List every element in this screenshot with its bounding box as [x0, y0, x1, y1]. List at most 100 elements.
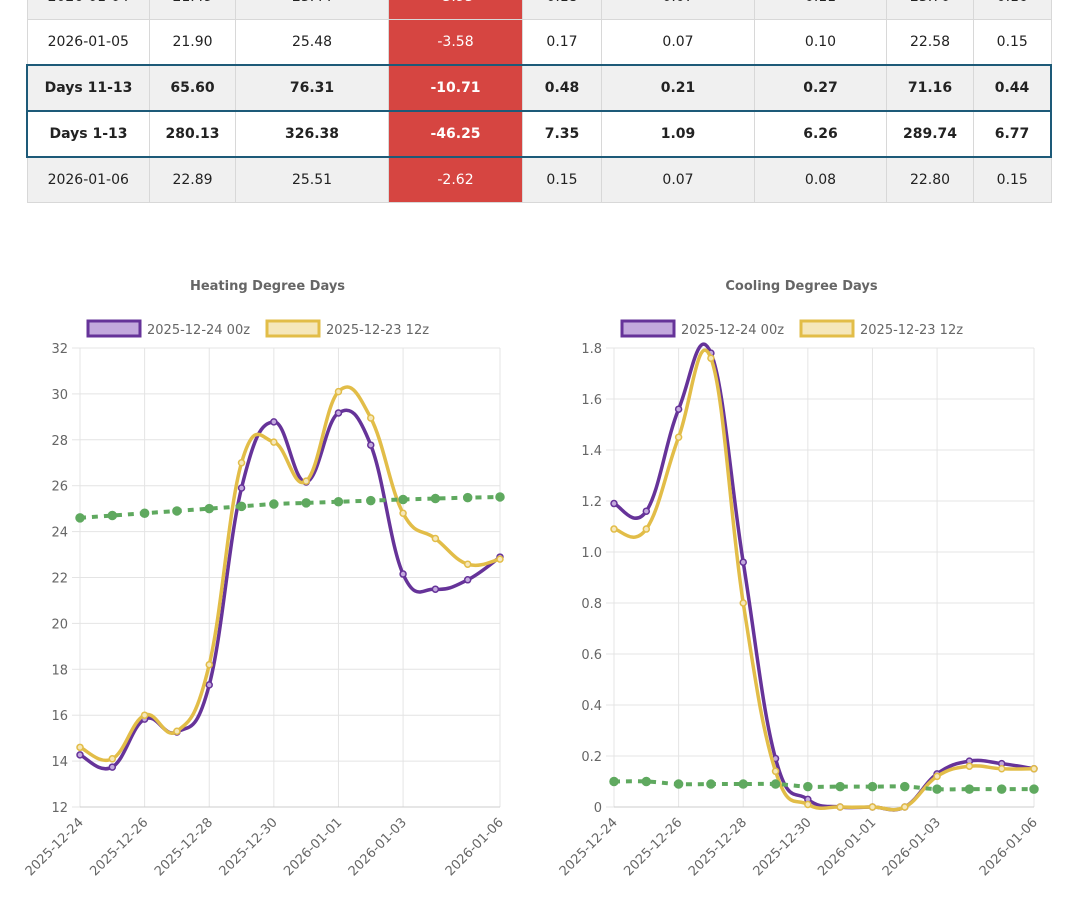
data-point [333, 497, 344, 507]
data-point [463, 560, 472, 568]
data-point [431, 585, 440, 593]
table-cell: 6.26 [754, 110, 887, 158]
table-cell: 65.60 [149, 64, 236, 112]
y-tick-label: 1.4 [581, 444, 602, 459]
data-point [642, 507, 651, 515]
data-point [738, 779, 748, 789]
y-tick-label: 18 [51, 663, 68, 678]
data-point [334, 387, 343, 396]
data-point [867, 781, 878, 792]
x-tick-label: 2026-01-06 [977, 815, 1041, 879]
y-tick-label: 28 [51, 434, 68, 449]
table-cell: 0.07 [601, 0, 755, 20]
data-point [673, 779, 684, 789]
table-cell: 0.44 [973, 64, 1052, 112]
data-point [107, 510, 118, 521]
data-point [610, 525, 618, 533]
x-tick-label: 2025-12-24 [23, 815, 87, 879]
data-point [462, 492, 473, 503]
table-row: 2026-01-05 21.90 25.48 -3.58 0.17 0.07 0.10 22.… [26, 19, 1052, 66]
table-cell: 71.16 [886, 64, 974, 112]
table-cell: 76.31 [235, 64, 389, 112]
data-point [836, 803, 844, 811]
data-point [835, 781, 845, 792]
table-row: 2026-01-06 22.89 25.51 -2.62 0.15 0.07 0.08 22.… [26, 156, 1052, 203]
data-point [237, 459, 246, 467]
table-cell: Days 11-13 [26, 64, 150, 112]
table-cell: 289.74 [886, 110, 974, 158]
data-point [75, 513, 85, 523]
series-line [79, 385, 501, 762]
table-cell: 0.15 [973, 19, 1052, 66]
data-point [431, 534, 440, 543]
data-point [900, 781, 910, 792]
data-point [334, 409, 343, 417]
data-point [996, 784, 1007, 794]
table-cell: -3.95 [388, 0, 523, 20]
data-point [997, 765, 1006, 773]
data-point [933, 772, 941, 781]
data-point [140, 711, 149, 719]
data-point [739, 599, 747, 607]
y-tick-label: 20 [51, 617, 68, 632]
legend-swatch [265, 319, 321, 338]
data-point [770, 779, 781, 789]
table-cell: 1.09 [601, 110, 755, 158]
data-point [1029, 784, 1039, 794]
table-row: Days 1-13 280.13 326.38 -46.25 7.35 1.09 6.26 2… [26, 110, 1052, 158]
data-point [674, 433, 683, 441]
y-tick-label: 24 [51, 526, 68, 541]
data-point [237, 484, 246, 492]
table-cell: 25.51 [235, 156, 389, 203]
y-tick-label: 0 [594, 801, 602, 816]
y-tick-label: 0.8 [581, 597, 602, 612]
table-cell: -46.25 [388, 110, 523, 158]
table-cell: Days 1-13 [26, 110, 150, 158]
chart-title: Cooling Degree Days [725, 279, 878, 294]
data-point [610, 499, 618, 508]
data-point [868, 803, 877, 811]
data-point [495, 492, 505, 502]
data-point [302, 477, 310, 485]
data-point [706, 779, 716, 789]
x-tick-label: 2026-01-01 [815, 815, 879, 879]
table-cell: 0.18 [522, 0, 602, 20]
table-cell: 23.70 [886, 0, 974, 20]
data-point [771, 767, 780, 776]
table-cell: -10.71 [388, 64, 523, 112]
data-point [674, 405, 683, 413]
data-point [76, 751, 84, 759]
data-point [932, 784, 942, 794]
data-point [269, 499, 279, 509]
y-tick-label: 14 [51, 755, 68, 770]
data-point [496, 555, 504, 563]
table-cell: 0.11 [754, 0, 887, 20]
data-point [641, 776, 652, 787]
y-tick-label: 1.2 [581, 495, 602, 510]
table-cell: 25.48 [235, 19, 389, 66]
data-point [964, 784, 975, 794]
x-tick-label: 2025-12-26 [87, 815, 151, 879]
data-point [236, 501, 247, 512]
table-cell: 0.10 [754, 19, 887, 66]
y-tick-label: 1.8 [581, 342, 602, 357]
table-row: Days 11-13 65.60 76.31 -10.71 0.48 0.21 0.27 71… [26, 64, 1052, 112]
table-cell: 22.89 [149, 156, 236, 203]
data-point [172, 506, 182, 516]
legend-label: 2025-12-24 00z [147, 323, 250, 338]
data-point [965, 762, 974, 770]
table-cell: 2026-01-06 [26, 156, 150, 203]
data-point [204, 503, 214, 514]
legend-label: 2025-12-23 12z [326, 323, 429, 338]
table-cell: 0.08 [754, 156, 887, 203]
data-point [139, 508, 150, 518]
data-point [463, 576, 472, 584]
y-tick-label: 30 [51, 388, 68, 403]
data-point [803, 781, 813, 792]
data-point [108, 763, 117, 771]
table-cell: 21.90 [149, 19, 236, 66]
table-cell: 2026-01-05 [26, 19, 150, 66]
legend-label: 2025-12-24 00z [681, 323, 784, 338]
y-tick-label: 0.2 [581, 750, 602, 765]
